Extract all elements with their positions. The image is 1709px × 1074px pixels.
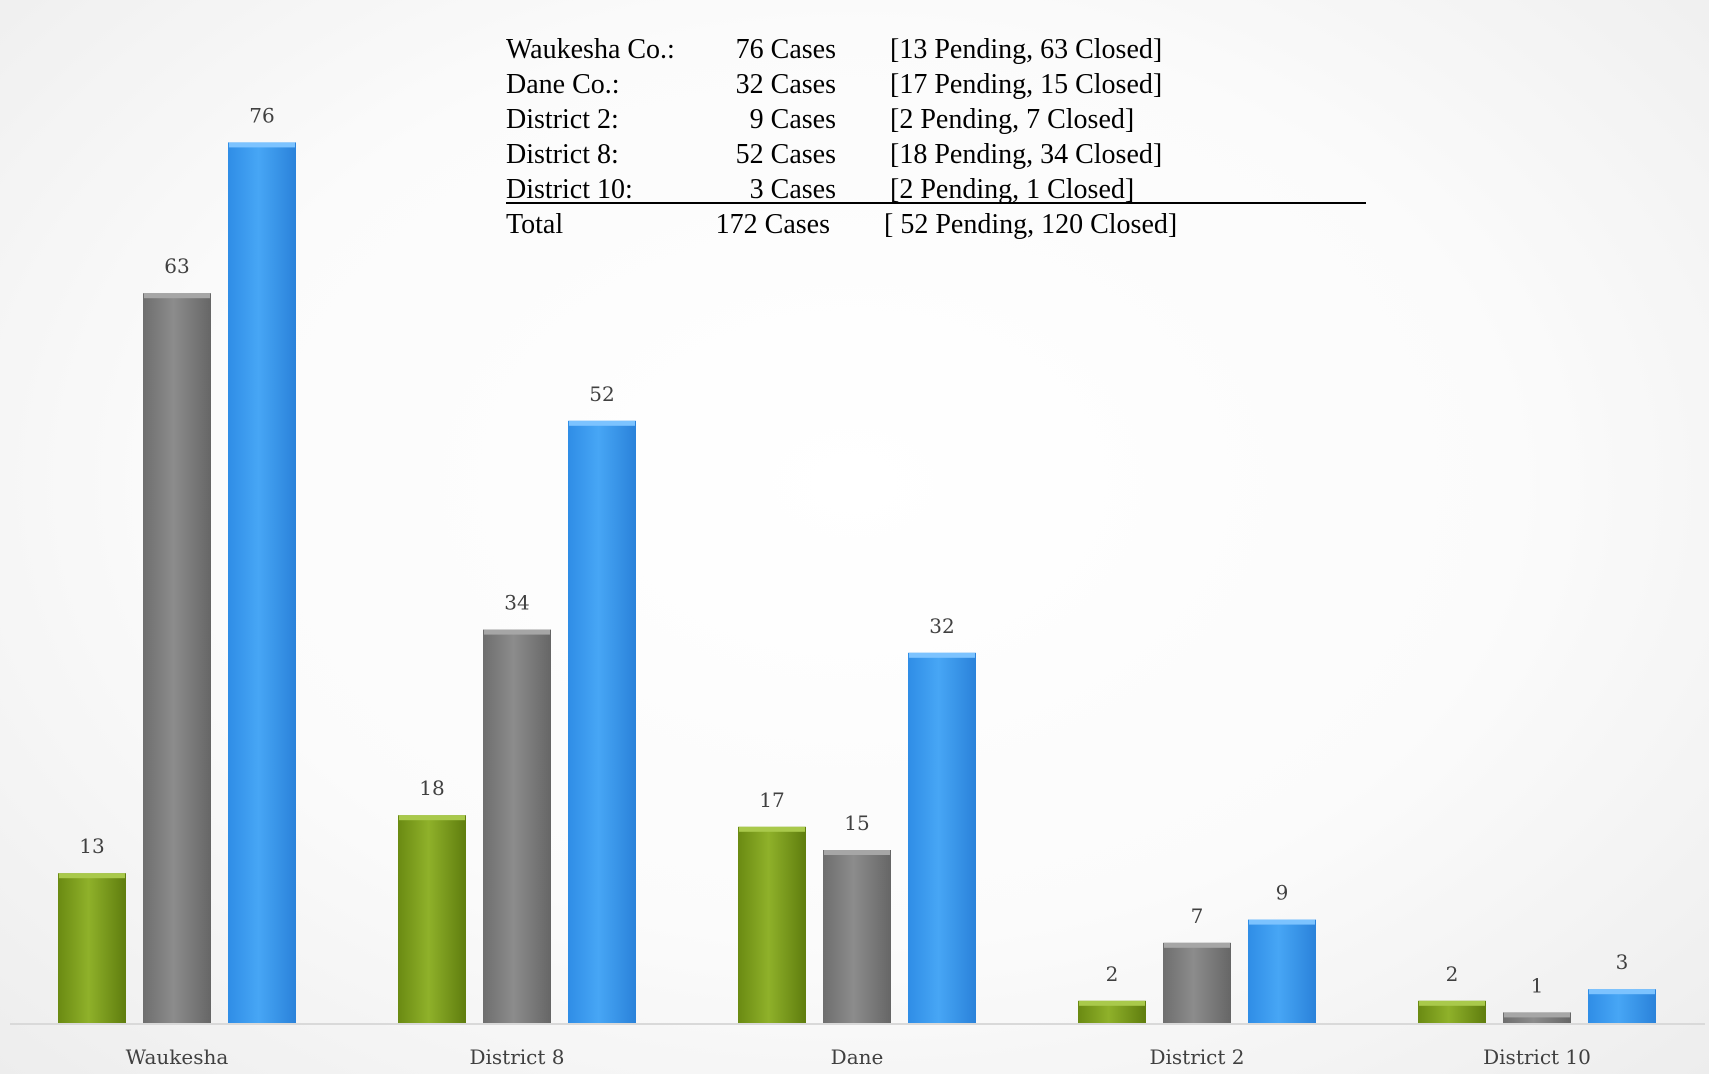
bar-dane-series-2 — [823, 850, 891, 1024]
x-tick-label: Dane — [831, 1045, 884, 1069]
bar-highlight — [144, 293, 210, 299]
data-label: 17 — [759, 788, 784, 812]
x-tick-label: District 2 — [1149, 1045, 1244, 1069]
summary-cases: 3 Cases — [749, 174, 836, 205]
summary-detail: [18 Pending, 34 Closed] — [890, 139, 1163, 170]
data-label: 76 — [249, 103, 274, 127]
summary-divider — [506, 202, 1366, 204]
summary-cases: 9 Cases — [749, 104, 836, 135]
bar-district-8-series-2 — [483, 629, 551, 1024]
summary-row: Waukesha Co.: 76 Cases [13 Pending, 63 C… — [506, 32, 1366, 67]
bar-district-10-series-1 — [1418, 1000, 1486, 1024]
case-summary-table: Waukesha Co.: 76 Cases [13 Pending, 63 C… — [506, 32, 1366, 242]
bar-district-2-series-2 — [1163, 942, 1231, 1024]
bar-district-10-series-2 — [1503, 1012, 1571, 1024]
bar-district-8-series-1 — [398, 815, 466, 1024]
data-label: 63 — [164, 254, 189, 278]
data-label: 32 — [929, 614, 954, 638]
bar-highlight — [1079, 1000, 1145, 1006]
summary-total-row: Total 172 Cases [ 52 Pending, 120 Closed… — [506, 207, 1366, 242]
data-label: 3 — [1616, 950, 1629, 974]
summary-cases: 76 Cases — [735, 34, 836, 65]
bar-dane-series-1 — [738, 826, 806, 1024]
summary-row: Dane Co.: 32 Cases [17 Pending, 15 Close… — [506, 67, 1366, 102]
data-label: 13 — [79, 834, 104, 858]
bar-highlight — [909, 652, 975, 658]
bar-highlight — [59, 873, 125, 879]
x-tick-label: District 10 — [1483, 1045, 1591, 1069]
summary-name: Dane Co.: — [506, 69, 620, 100]
data-label: 2 — [1446, 962, 1459, 986]
bar-highlight — [739, 826, 805, 832]
data-label: 7 — [1191, 904, 1204, 928]
summary-detail: [13 Pending, 63 Closed] — [890, 34, 1163, 65]
bar-district-2-series-3 — [1248, 919, 1316, 1024]
data-label: 15 — [844, 811, 869, 835]
bar-highlight — [229, 142, 295, 148]
bar-highlight — [569, 420, 635, 426]
data-label: 18 — [419, 776, 444, 800]
summary-detail: [2 Pending, 7 Closed] — [890, 104, 1135, 135]
bar-highlight — [1589, 989, 1655, 995]
summary-name: District 2: — [506, 104, 619, 135]
summary-detail: [17 Pending, 15 Closed] — [890, 69, 1163, 100]
bar-dane-series-3 — [908, 652, 976, 1024]
summary-total-cases: 172 Cases — [715, 209, 830, 240]
bar-highlight — [1164, 942, 1230, 948]
data-label: 2 — [1106, 962, 1119, 986]
bar-waukesha-series-2 — [143, 293, 211, 1024]
bar-highlight — [1419, 1000, 1485, 1006]
summary-row: District 8: 52 Cases [18 Pending, 34 Clo… — [506, 137, 1366, 172]
summary-cases: 32 Cases — [735, 69, 836, 100]
bar-district-10-series-3 — [1588, 989, 1656, 1024]
bar-waukesha-series-1 — [58, 873, 126, 1024]
data-label: 1 — [1531, 973, 1544, 997]
bar-district-2-series-1 — [1078, 1000, 1146, 1024]
bar-highlight — [399, 815, 465, 821]
x-tick-label: District 8 — [469, 1045, 564, 1069]
bar-district-8-series-3 — [568, 420, 636, 1024]
summary-total-name: Total — [506, 209, 564, 240]
bar-waukesha-series-3 — [228, 142, 296, 1024]
bar-highlight — [484, 629, 550, 635]
summary-row: District 10: 3 Cases [2 Pending, 1 Close… — [506, 172, 1366, 207]
bar-highlight — [824, 850, 890, 855]
summary-total-detail: [ 52 Pending, 120 Closed] — [884, 209, 1178, 240]
summary-name: Waukesha Co.: — [506, 34, 675, 65]
x-tick-label: Waukesha — [126, 1045, 229, 1069]
summary-row: District 2: 9 Cases [2 Pending, 7 Closed… — [506, 102, 1366, 137]
bar-highlight — [1504, 1012, 1570, 1018]
data-label: 9 — [1276, 881, 1289, 905]
summary-name: District 10: — [506, 174, 633, 205]
data-label: 34 — [504, 591, 529, 615]
bar-highlight — [1249, 919, 1315, 925]
summary-cases: 52 Cases — [735, 139, 836, 170]
summary-detail: [2 Pending, 1 Closed] — [890, 174, 1135, 205]
data-label: 52 — [589, 382, 614, 406]
summary-name: District 8: — [506, 139, 619, 170]
